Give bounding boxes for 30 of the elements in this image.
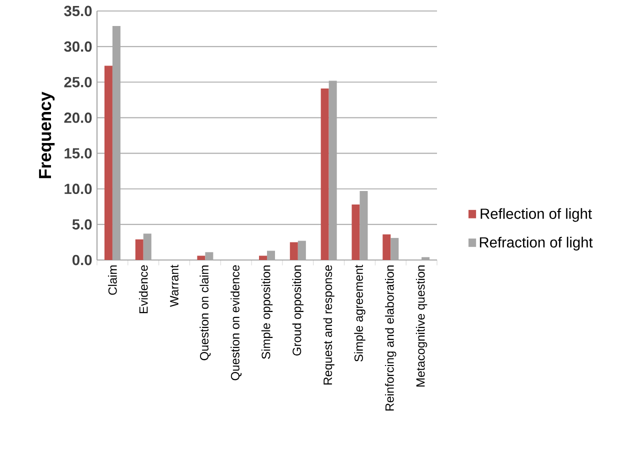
y-tick-label: 30.0 <box>64 41 92 52</box>
x-tick-label: Evidence <box>138 265 148 314</box>
y-axis-title: Frequency <box>39 92 55 178</box>
x-tick-label: Question on evidence <box>230 265 242 380</box>
y-tick-label: 10.0 <box>64 184 92 194</box>
bar <box>382 234 391 260</box>
y-tick-label: 35.0 <box>64 6 92 16</box>
y-tick-label: 20.0 <box>64 112 92 123</box>
bar <box>259 256 268 260</box>
bar <box>320 88 329 260</box>
x-tick-label: Simple opposition <box>261 266 273 359</box>
bar <box>290 242 298 260</box>
y-tick-label: 0.0 <box>72 254 92 266</box>
x-tick-label: Reinforcing and elaboration <box>385 266 396 410</box>
y-tick-label: 25.0 <box>64 76 92 88</box>
x-tick-label: Claim <box>108 266 117 295</box>
x-tick-label: Question on claim <box>200 266 211 360</box>
y-tick-label: 5.0 <box>72 219 92 230</box>
x-tick-label: Warrant <box>170 264 178 307</box>
bar <box>104 66 112 260</box>
legend-label: Refraction of light <box>480 236 593 250</box>
legend-label: Reflection of light <box>480 208 592 222</box>
y-tick-label: 15.0 <box>64 148 92 158</box>
bar <box>135 239 144 260</box>
bar <box>197 256 206 260</box>
x-tick-label: Request and response <box>323 265 334 384</box>
x-tick-label: Metacognitive question <box>416 266 428 386</box>
x-tick-label: Simple agreement <box>354 264 366 362</box>
bar <box>352 204 360 260</box>
x-tick-label: Groud opposition <box>292 266 304 356</box>
